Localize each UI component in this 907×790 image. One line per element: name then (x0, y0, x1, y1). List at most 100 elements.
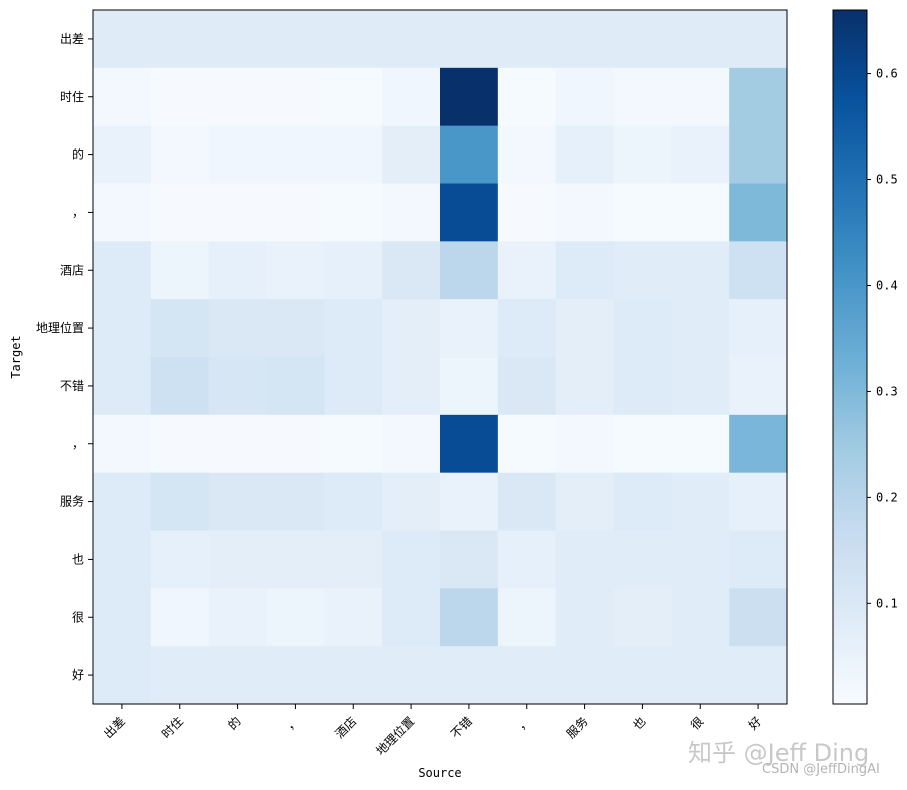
heatmap-cell (324, 125, 383, 185)
heatmap-cell (497, 472, 557, 532)
heatmap-cell (324, 530, 383, 589)
y-tick-label: 的 (72, 147, 84, 162)
colorbar-tick-label: 0.1 (876, 596, 898, 610)
heatmap-cell (266, 414, 325, 474)
heatmap-cell (150, 646, 210, 705)
heatmap-cell (555, 414, 615, 474)
heatmap-cell (440, 357, 499, 416)
heatmap-cell (208, 588, 268, 647)
heatmap-cell (150, 588, 210, 647)
heatmap-cell (555, 67, 615, 127)
heatmap-cell (266, 588, 325, 647)
heatmap-cell (671, 588, 730, 647)
heatmap-cell (440, 588, 499, 647)
heatmap-cell (266, 472, 325, 532)
x-tick-label: 酒店 (332, 714, 359, 741)
heatmap-cell (671, 67, 730, 127)
y-tick-label: 时住 (60, 90, 84, 104)
x-tick-label: 地理位置 (373, 714, 418, 759)
x-tick-label: ， (283, 714, 301, 732)
plot-frame (92, 9, 788, 705)
heatmap-cell (613, 588, 672, 647)
y-tick-label: 也 (72, 552, 84, 566)
heatmap-cell (555, 299, 615, 358)
heatmap-cell (382, 588, 441, 647)
heatmap-cell (671, 10, 730, 69)
x-tick-label: 时住 (159, 714, 186, 741)
heatmap-cell (497, 67, 557, 127)
x-axis-title: Source (418, 766, 461, 780)
heatmap-cell (382, 646, 441, 705)
heatmap-cell (440, 125, 499, 185)
heatmap-cell (613, 241, 672, 300)
heatmap-cell (497, 588, 557, 647)
heatmap-cell (324, 414, 383, 474)
heatmap-cell (671, 357, 730, 416)
heatmap-cell (729, 530, 788, 589)
heatmap-cell (382, 10, 441, 69)
heatmap-cell (324, 646, 383, 705)
heatmap-cell (613, 299, 672, 358)
heatmap-cell (382, 183, 441, 242)
x-tick-label: 很 (688, 714, 706, 732)
heatmap-cell (613, 183, 672, 242)
x-tick-label: 服务 (563, 714, 591, 742)
heatmap-cell (497, 414, 557, 474)
heatmap-cell (150, 472, 210, 532)
heatmap-cell (729, 241, 788, 300)
heatmap-cell (93, 67, 152, 127)
heatmap-cell (93, 414, 152, 474)
heatmap-cell (150, 67, 210, 127)
heatmap-cell (208, 299, 268, 358)
heatmap-cell (150, 530, 210, 589)
heatmap-cell (671, 646, 730, 705)
colorbar-tick-label: 0.2 (876, 490, 898, 504)
heatmap-cell (208, 357, 268, 416)
heatmap-cell (497, 357, 557, 416)
heatmap-cell (613, 10, 672, 69)
x-tick-label: ， (514, 714, 532, 732)
heatmap-cell (440, 10, 499, 69)
heatmap-cell (324, 183, 383, 242)
heatmap-cell (208, 183, 268, 242)
heatmap-cell (208, 241, 268, 300)
colorbar-tick-label: 0.6 (876, 67, 898, 81)
watermark-csdn: CSDN @JeffDingAI (762, 762, 880, 777)
colorbar-tick-label: 0.5 (876, 173, 898, 187)
heatmap-cell (382, 530, 441, 589)
heatmap-cell (382, 241, 441, 300)
heatmap-cell (382, 67, 441, 127)
heatmap-cell (324, 472, 383, 532)
x-axis-ticks: 出差 时住 的 ， 酒店 地理位置 不错 ， 服务 也 很 好 (101, 704, 764, 758)
watermark-zhihu: 知乎 @Jeff Ding (688, 739, 870, 767)
heatmap-cell (729, 357, 788, 416)
heatmap-cell (208, 10, 268, 69)
heatmap-cell (613, 125, 672, 185)
heatmap-cell (324, 588, 383, 647)
heatmap-cell (266, 299, 325, 358)
y-tick-label: 好 (72, 668, 84, 682)
heatmap-cell (324, 299, 383, 358)
heatmap-cell (729, 125, 788, 185)
heatmap-cell (266, 530, 325, 589)
colorbar-tick-label: 0.4 (876, 278, 898, 292)
heatmap-cell (729, 183, 788, 242)
heatmap-cell (440, 530, 499, 589)
heatmap-cell (382, 357, 441, 416)
heatmap-cell (555, 588, 615, 647)
heatmap-cell (150, 357, 210, 416)
y-tick-label: ， (72, 205, 84, 219)
heatmap-cell (729, 414, 788, 474)
y-tick-label: 很 (72, 610, 84, 624)
heatmap-cell (93, 10, 152, 69)
heatmap-cell (613, 472, 672, 532)
heatmap-cell (497, 530, 557, 589)
heatmap-cell (208, 414, 268, 474)
heatmap-cell (729, 67, 788, 127)
heatmap-cell (440, 646, 499, 705)
heatmap-cell (440, 299, 499, 358)
heatmap-cell (613, 414, 672, 474)
heatmap-cell (555, 125, 615, 185)
heatmap-cell (150, 125, 210, 185)
y-tick-label: ， (72, 437, 84, 451)
